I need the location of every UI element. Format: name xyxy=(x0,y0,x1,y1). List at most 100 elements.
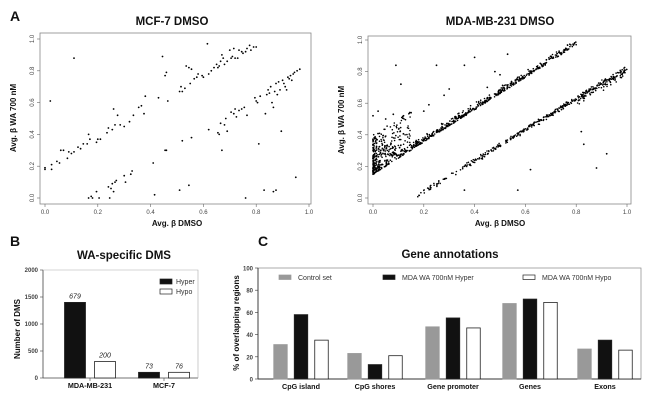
data-point xyxy=(481,103,484,106)
data-point xyxy=(219,60,222,63)
data-point xyxy=(588,90,590,93)
data-point xyxy=(254,96,256,99)
data-point xyxy=(570,44,572,46)
y-tick-label: 0.8 xyxy=(358,67,364,76)
y-axis-label: Number of DMS xyxy=(13,298,22,359)
data-point xyxy=(377,168,380,171)
data-point xyxy=(457,116,460,118)
data-point xyxy=(435,64,438,67)
data-point xyxy=(573,42,576,44)
data-point xyxy=(230,57,233,59)
data-point xyxy=(552,57,555,59)
data-point xyxy=(202,76,205,79)
data-point xyxy=(378,160,380,163)
data-point xyxy=(466,162,468,164)
y-tick-label: 1500 xyxy=(25,295,39,301)
data-point xyxy=(424,136,426,138)
data-point xyxy=(378,162,380,164)
x-tick-label: 0.8 xyxy=(252,210,261,216)
data-point xyxy=(557,108,559,111)
data-point xyxy=(515,81,517,84)
data-point xyxy=(400,149,403,151)
data-point xyxy=(275,82,277,85)
data-point xyxy=(572,43,575,45)
data-point xyxy=(421,139,424,142)
data-point xyxy=(152,162,155,164)
data-point xyxy=(402,132,405,135)
data-point xyxy=(600,86,603,89)
data-point xyxy=(423,189,425,192)
data-point xyxy=(165,149,168,152)
data-point xyxy=(524,76,527,78)
data-point xyxy=(517,80,520,82)
data-point xyxy=(232,112,235,115)
data-point xyxy=(566,102,569,104)
data-point xyxy=(395,153,398,156)
data-point xyxy=(542,116,545,118)
data-point xyxy=(523,77,525,80)
data-point xyxy=(621,75,624,77)
data-point xyxy=(394,153,396,156)
data-point xyxy=(606,85,608,88)
x-tick-label: CpG shores xyxy=(355,382,396,391)
data-point xyxy=(252,46,255,48)
data-point xyxy=(389,154,391,157)
data-point xyxy=(583,93,585,95)
data-point xyxy=(615,81,617,83)
data-point xyxy=(479,104,482,107)
data-point xyxy=(95,141,98,144)
data-point xyxy=(573,99,575,102)
data-point xyxy=(507,84,509,86)
data-point xyxy=(44,168,46,171)
data-point xyxy=(578,103,581,105)
data-point xyxy=(376,170,379,172)
data-point xyxy=(431,134,434,136)
data-point xyxy=(418,141,421,143)
data-point xyxy=(207,128,210,131)
data-point xyxy=(509,138,512,141)
data-point xyxy=(379,149,382,152)
data-point xyxy=(580,130,583,133)
data-point xyxy=(499,73,501,76)
data-point xyxy=(380,153,383,156)
data-point xyxy=(164,149,167,152)
data-point xyxy=(562,107,565,110)
data-point xyxy=(292,73,295,75)
data-point xyxy=(404,149,406,151)
bar xyxy=(314,339,329,380)
data-point xyxy=(429,134,431,137)
data-point xyxy=(381,142,383,145)
x-tick-label: 0.2 xyxy=(420,210,429,216)
data-point xyxy=(604,83,607,86)
data-point xyxy=(87,133,90,136)
data-point xyxy=(157,96,160,99)
data-point xyxy=(389,152,391,155)
data-point xyxy=(479,103,481,105)
data-point xyxy=(605,152,608,155)
data-point xyxy=(520,130,523,132)
data-point xyxy=(218,65,221,67)
data-point xyxy=(62,149,65,152)
data-point xyxy=(161,55,164,58)
legend-swatch xyxy=(382,274,396,280)
data-point xyxy=(409,141,411,144)
x-tick-label: 0.4 xyxy=(146,210,155,216)
data-point xyxy=(470,109,473,112)
data-point xyxy=(293,71,296,74)
data-point xyxy=(623,69,626,71)
data-point xyxy=(372,149,375,152)
data-point xyxy=(604,78,606,81)
data-point xyxy=(460,116,462,119)
data-point xyxy=(580,93,582,96)
data-point xyxy=(436,185,438,188)
data-point xyxy=(384,150,387,152)
data-point xyxy=(294,176,297,179)
data-point xyxy=(393,139,396,142)
bar xyxy=(94,361,116,379)
data-point xyxy=(408,137,411,140)
data-point xyxy=(422,137,424,139)
y-tick-label: 100 xyxy=(243,267,254,273)
bar xyxy=(425,326,440,380)
data-point xyxy=(500,87,503,89)
data-point xyxy=(382,152,384,155)
